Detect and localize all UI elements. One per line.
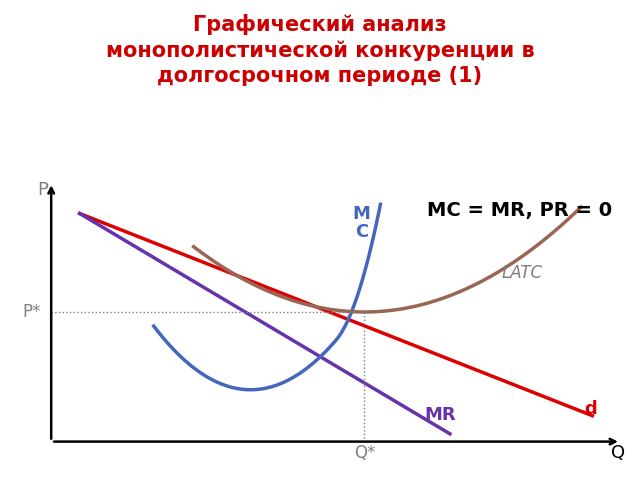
Text: P*: P* — [22, 303, 40, 321]
Text: MR: MR — [424, 406, 456, 423]
Text: M: M — [353, 204, 371, 223]
Text: LATC: LATC — [501, 264, 542, 282]
Text: C: C — [355, 223, 368, 241]
Text: MC = MR, PR = 0: MC = MR, PR = 0 — [427, 201, 612, 219]
Text: P: P — [37, 181, 48, 199]
Text: Q*: Q* — [354, 444, 375, 462]
Text: d: d — [584, 400, 596, 419]
Text: Графический анализ
монополистической конкуренции в
долгосрочном периоде (1): Графический анализ монополистической кон… — [106, 14, 534, 85]
Text: Q: Q — [611, 444, 625, 462]
